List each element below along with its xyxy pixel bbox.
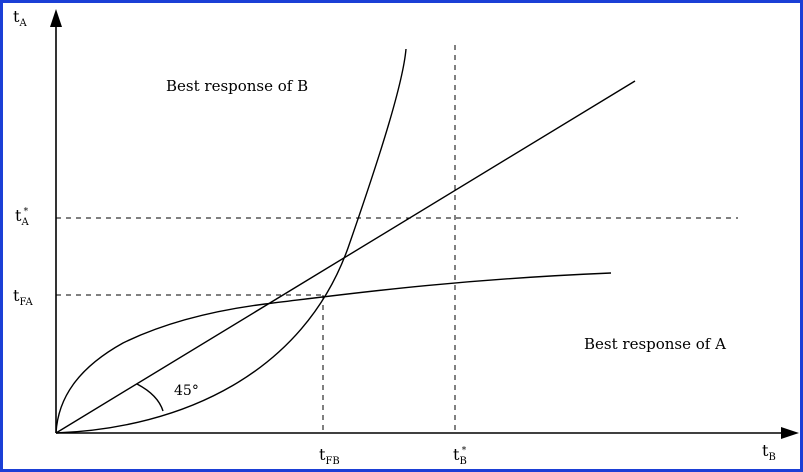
tick-tFB-symbol: t: [319, 445, 326, 464]
tick-tA-star-subscript: A: [21, 217, 29, 228]
tick-tB-star-symbol: t: [453, 445, 460, 464]
y-axis-label: tA: [13, 9, 27, 29]
angle-arc: [136, 383, 164, 412]
tick-tFA-subscript: FA: [19, 297, 33, 308]
y-axis-arrowhead: [50, 9, 62, 27]
tick-tFB-subscript: FB: [325, 456, 340, 467]
tick-tB-star: tB*: [453, 445, 467, 467]
x-axis-symbol: t: [762, 441, 769, 460]
45-degree-line: [55, 80, 636, 434]
best-response-a-curve: [55, 272, 612, 434]
y-axis-symbol: t: [13, 7, 20, 26]
tick-tFA-symbol: t: [13, 286, 20, 305]
tick-tA-star-symbol: t: [15, 206, 22, 225]
best-response-b-curve: [55, 48, 407, 434]
tick-tA-star: tA*: [15, 206, 29, 228]
y-axis-subscript: A: [19, 18, 27, 29]
tick-tB-star-subscript: B: [459, 456, 467, 467]
x-axis-arrowhead: [781, 427, 799, 439]
best-response-b-label: Best response of B: [166, 77, 309, 95]
tick-tFB: tFB: [319, 447, 340, 467]
best-response-a-label: Best response of A: [584, 335, 726, 353]
angle-45-label: 45°: [174, 383, 199, 399]
x-axis-subscript: B: [768, 452, 776, 463]
tick-tFA: tFA: [13, 288, 33, 308]
tick-tA-star-superscript: *: [23, 207, 29, 217]
reaction-function-diagram: [50, 9, 799, 439]
x-axis-label: tB: [762, 443, 776, 463]
tick-tB-star-superscript: *: [461, 446, 467, 456]
